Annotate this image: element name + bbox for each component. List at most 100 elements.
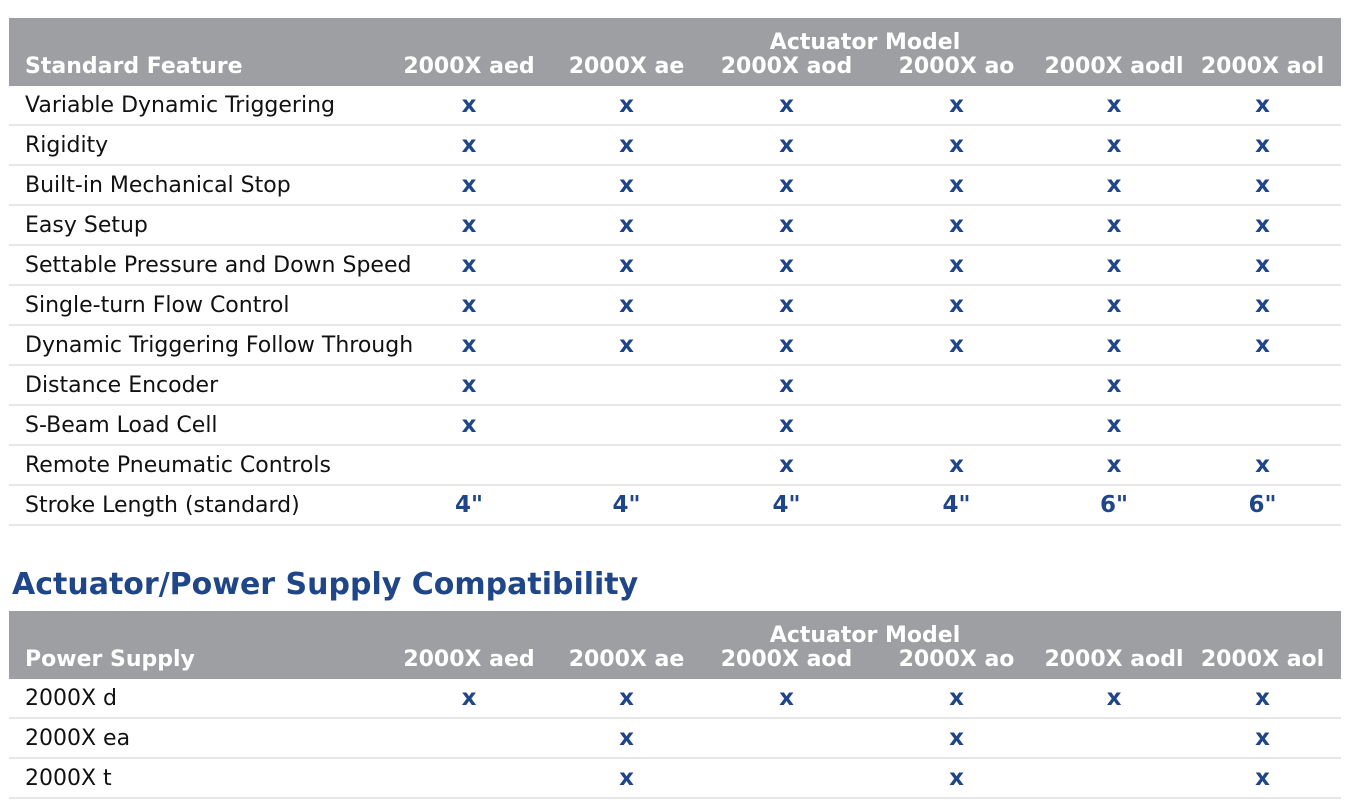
empty-cell bbox=[1184, 365, 1342, 406]
row-label: Dynamic Triggering Follow Through bbox=[9, 325, 413, 366]
features-table-body: Variable Dynamic Triggering x x x x x x Rigidit… bbox=[9, 86, 1342, 526]
check-mark: x bbox=[869, 758, 1044, 799]
check-mark: x bbox=[389, 125, 549, 166]
actuator-model-header: Actuator Model bbox=[389, 611, 1342, 649]
column-header: 2000X ae bbox=[549, 649, 704, 679]
check-mark: x bbox=[704, 86, 869, 126]
value-cell: 4" bbox=[549, 485, 704, 526]
check-mark: x bbox=[1184, 445, 1342, 486]
table-row: Built-in Mechanical Stop x x x x x x bbox=[9, 165, 1342, 206]
table-row: Stroke Length (standard) 4" 4" 4" 4" 6" 6" bbox=[9, 485, 1342, 526]
check-mark: x bbox=[1044, 325, 1184, 366]
row-label: Distance Encoder bbox=[9, 365, 389, 406]
row-label: 2000X ea bbox=[9, 718, 389, 759]
row-label: Single-turn Flow Control bbox=[9, 285, 389, 326]
column-header: 2000X aod bbox=[704, 649, 869, 679]
compatibility-section-title: Actuator/Power Supply Compatibility bbox=[12, 567, 639, 602]
check-mark: x bbox=[869, 325, 1044, 366]
empty-cell bbox=[1044, 758, 1184, 799]
check-mark: x bbox=[704, 365, 869, 406]
value-cell: 4" bbox=[389, 485, 549, 526]
check-mark: x bbox=[1184, 245, 1342, 286]
check-mark: x bbox=[389, 205, 549, 246]
empty-cell bbox=[389, 758, 549, 799]
empty-cell bbox=[704, 718, 869, 759]
check-mark: x bbox=[1044, 86, 1184, 126]
check-mark: x bbox=[704, 679, 869, 719]
check-mark: x bbox=[549, 86, 704, 126]
table-row: 2000X t x x x bbox=[9, 758, 1342, 799]
check-mark: x bbox=[1184, 758, 1342, 799]
empty-cell bbox=[869, 365, 1044, 406]
row-label: 2000X t bbox=[9, 758, 389, 799]
empty-cell bbox=[389, 718, 549, 759]
check-mark: x bbox=[1184, 86, 1342, 126]
check-mark: x bbox=[1184, 325, 1342, 366]
check-mark: x bbox=[1044, 285, 1184, 326]
row-label: Settable Pressure and Down Speed bbox=[9, 245, 411, 286]
row-label: Built-in Mechanical Stop bbox=[9, 165, 389, 206]
check-mark: x bbox=[389, 365, 549, 406]
check-mark: x bbox=[389, 285, 549, 326]
column-header: 2000X aol bbox=[1184, 56, 1342, 86]
check-mark: x bbox=[1044, 165, 1184, 206]
value-cell: 6" bbox=[1044, 485, 1184, 526]
column-header: 2000X ao bbox=[869, 649, 1044, 679]
check-mark: x bbox=[869, 718, 1044, 759]
table-row: Settable Pressure and Down Speed x x x x x x bbox=[9, 245, 1342, 286]
table-row: Rigidity x x x x x x bbox=[9, 125, 1342, 166]
empty-cell bbox=[549, 405, 704, 446]
check-mark: x bbox=[1044, 405, 1184, 446]
check-mark: x bbox=[869, 285, 1044, 326]
check-mark: x bbox=[1184, 165, 1342, 206]
features-group-header-row: Actuator Model bbox=[9, 18, 1342, 56]
column-header: 2000X aed bbox=[389, 649, 549, 679]
check-mark: x bbox=[549, 165, 704, 206]
power-supply-header: Power Supply bbox=[9, 649, 389, 679]
check-mark: x bbox=[1044, 365, 1184, 406]
check-mark: x bbox=[704, 285, 869, 326]
compat-group-header-row: Actuator Model bbox=[9, 611, 1342, 649]
empty-cell bbox=[1184, 405, 1342, 446]
row-label: Stroke Length (standard) bbox=[9, 485, 389, 526]
column-header: 2000X aed bbox=[389, 56, 549, 86]
row-label: Remote Pneumatic Controls bbox=[9, 445, 389, 486]
check-mark: x bbox=[549, 205, 704, 246]
empty-cell bbox=[869, 405, 1044, 446]
check-mark: x bbox=[869, 125, 1044, 166]
check-mark: x bbox=[1184, 205, 1342, 246]
column-header: 2000X aol bbox=[1184, 649, 1342, 679]
check-mark: x bbox=[1184, 125, 1342, 166]
row-label: 2000X d bbox=[9, 679, 389, 719]
table-row: Dynamic Triggering Follow Through x x x x x x bbox=[9, 325, 1342, 366]
check-mark: x bbox=[549, 285, 704, 326]
check-mark: x bbox=[389, 245, 549, 286]
check-mark: x bbox=[1184, 285, 1342, 326]
header-spacer bbox=[9, 611, 389, 649]
check-mark: x bbox=[1044, 445, 1184, 486]
check-mark: x bbox=[704, 165, 869, 206]
empty-cell bbox=[1044, 718, 1184, 759]
check-mark: x bbox=[549, 245, 704, 286]
check-mark: x bbox=[1044, 125, 1184, 166]
value-cell: 4" bbox=[869, 485, 1044, 526]
column-header: 2000X ae bbox=[549, 56, 704, 86]
check-mark: x bbox=[549, 679, 704, 719]
check-mark: x bbox=[704, 205, 869, 246]
compatibility-table: Actuator Model Power Supply 2000X aed 20… bbox=[9, 611, 1342, 799]
column-header: 2000X aod bbox=[704, 56, 869, 86]
value-cell: 4" bbox=[704, 485, 869, 526]
check-mark: x bbox=[549, 718, 704, 759]
actuator-model-header: Actuator Model bbox=[389, 18, 1342, 56]
empty-cell bbox=[549, 365, 704, 406]
features-table: Actuator Model Standard Feature 2000X ae… bbox=[9, 18, 1342, 526]
check-mark: x bbox=[869, 679, 1044, 719]
empty-cell bbox=[389, 445, 549, 486]
column-header: 2000X aodl bbox=[1044, 649, 1184, 679]
check-mark: x bbox=[549, 758, 704, 799]
check-mark: x bbox=[1184, 679, 1342, 719]
empty-cell bbox=[704, 758, 869, 799]
check-mark: x bbox=[704, 445, 869, 486]
empty-cell bbox=[549, 445, 704, 486]
